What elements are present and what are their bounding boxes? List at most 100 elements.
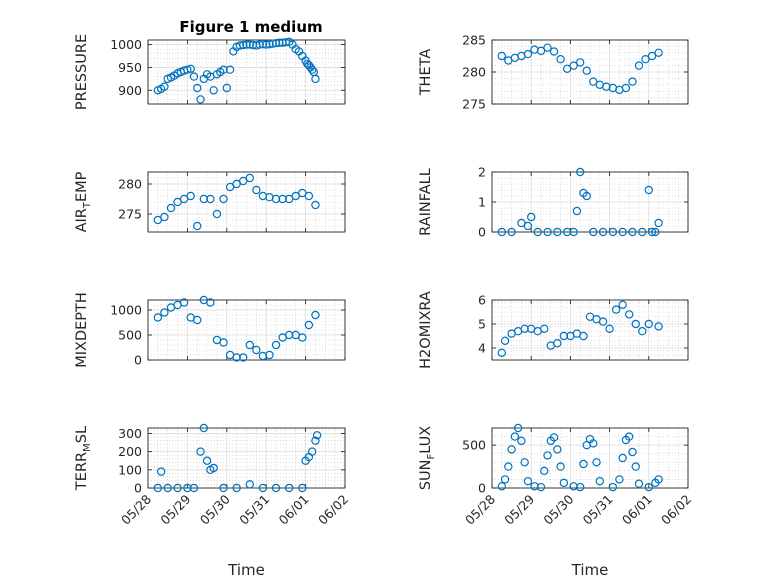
y-tick-label: 285: [462, 33, 486, 48]
y-tick-label: 2: [478, 165, 486, 180]
axes-box: [147, 427, 346, 489]
data-point: [311, 200, 320, 210]
y-tick-label: 280: [462, 65, 486, 80]
y-axis-label: PRESSURE: [74, 34, 90, 110]
data-point: [618, 227, 627, 237]
data-point: [562, 64, 572, 74]
y-tick-label: 0: [478, 225, 486, 240]
x-tick-label: 05/30: [197, 491, 233, 527]
data-point: [160, 308, 169, 317]
data-point: [232, 483, 241, 493]
data-point: [173, 483, 182, 493]
data-point: [196, 447, 205, 456]
data-point: [595, 476, 605, 486]
data-point: [252, 185, 261, 195]
subplot-terr: 0 100 200 300 05/28 05/29 05/30 05/31 06/01 06/02…: [74, 423, 351, 579]
data-point: [611, 305, 621, 314]
data-point: [576, 482, 585, 492]
data-point: [549, 433, 559, 442]
data-point: [278, 194, 287, 204]
data-point: [193, 83, 202, 93]
data-point: [311, 310, 320, 320]
data-point: [638, 327, 647, 336]
data-point: [298, 483, 307, 493]
data-point: [209, 463, 218, 473]
data-point: [311, 74, 320, 84]
data-point: [245, 480, 254, 489]
y-tick-label: 100: [118, 462, 142, 477]
y-tick-label: 0: [478, 481, 486, 496]
data-point: [304, 191, 314, 201]
data-point: [576, 167, 585, 177]
data-point: [654, 218, 663, 228]
data-point: [556, 462, 565, 471]
data-point: [225, 182, 235, 192]
data-point: [179, 194, 189, 204]
data-point: [641, 55, 650, 64]
data-point: [304, 320, 314, 330]
data-point: [589, 439, 598, 448]
data-point: [153, 215, 163, 225]
data-point: [644, 482, 654, 492]
data-point: [245, 340, 254, 350]
data-point: [572, 206, 582, 216]
data-point: [179, 298, 189, 307]
data-point: [569, 227, 578, 237]
data-point: [598, 317, 608, 326]
data-point: [625, 432, 634, 441]
y-axis-label: RAINFALL: [418, 168, 434, 236]
data-point: [153, 483, 163, 493]
data-point: [497, 348, 506, 357]
data-point: [252, 345, 261, 355]
data-point: [517, 436, 526, 446]
data-point: [579, 459, 588, 469]
data-point: [582, 66, 591, 75]
y-axis-label: H2OMIXRA: [418, 291, 434, 369]
data-point: [523, 476, 533, 486]
x-tick-label: 05/31: [236, 492, 272, 528]
data-point: [654, 322, 663, 331]
y-tick-label: 1: [478, 195, 486, 210]
data-point: [160, 212, 169, 222]
data-point: [193, 315, 202, 325]
data-point: [248, 40, 258, 50]
data-point: [559, 478, 569, 488]
y-tick-label: 300: [118, 426, 142, 441]
y-axis-label: TERRMSL: [74, 426, 93, 491]
data-point: [255, 40, 264, 49]
data-point: [647, 227, 657, 237]
data-point: [232, 179, 241, 189]
data-point: [605, 324, 614, 333]
data-point: [186, 64, 195, 74]
data-point: [536, 46, 546, 56]
data-point: [520, 458, 529, 467]
data-point: [186, 191, 195, 201]
data-point: [589, 77, 598, 86]
data-point: [284, 194, 294, 204]
x-tick-label: 05/29: [501, 491, 537, 527]
y-tick-label: 500: [462, 438, 486, 453]
data-point: [291, 191, 300, 201]
x-tick-label: 05/31: [580, 492, 616, 528]
data-point: [562, 227, 572, 237]
data-point: [510, 432, 520, 441]
data-point: [258, 39, 268, 49]
data-point: [647, 51, 657, 61]
data-point: [298, 188, 307, 198]
data-point: [543, 451, 552, 460]
data-point: [634, 61, 644, 70]
data-point: [507, 227, 516, 237]
y-tick-label: 500: [118, 328, 142, 343]
data-point: [307, 447, 317, 456]
data-point: [225, 65, 235, 74]
data-point: [644, 319, 654, 329]
y-tick-label: 0: [134, 353, 142, 368]
data-point: [156, 467, 166, 476]
data-point: [608, 227, 618, 237]
data-point: [189, 483, 199, 493]
x-axis-label: Time: [571, 561, 609, 579]
subplot-theta: 275 280 285 THETA: [418, 33, 689, 112]
data-point: [271, 194, 281, 204]
data-point: [199, 194, 209, 204]
data-point: [258, 483, 268, 493]
